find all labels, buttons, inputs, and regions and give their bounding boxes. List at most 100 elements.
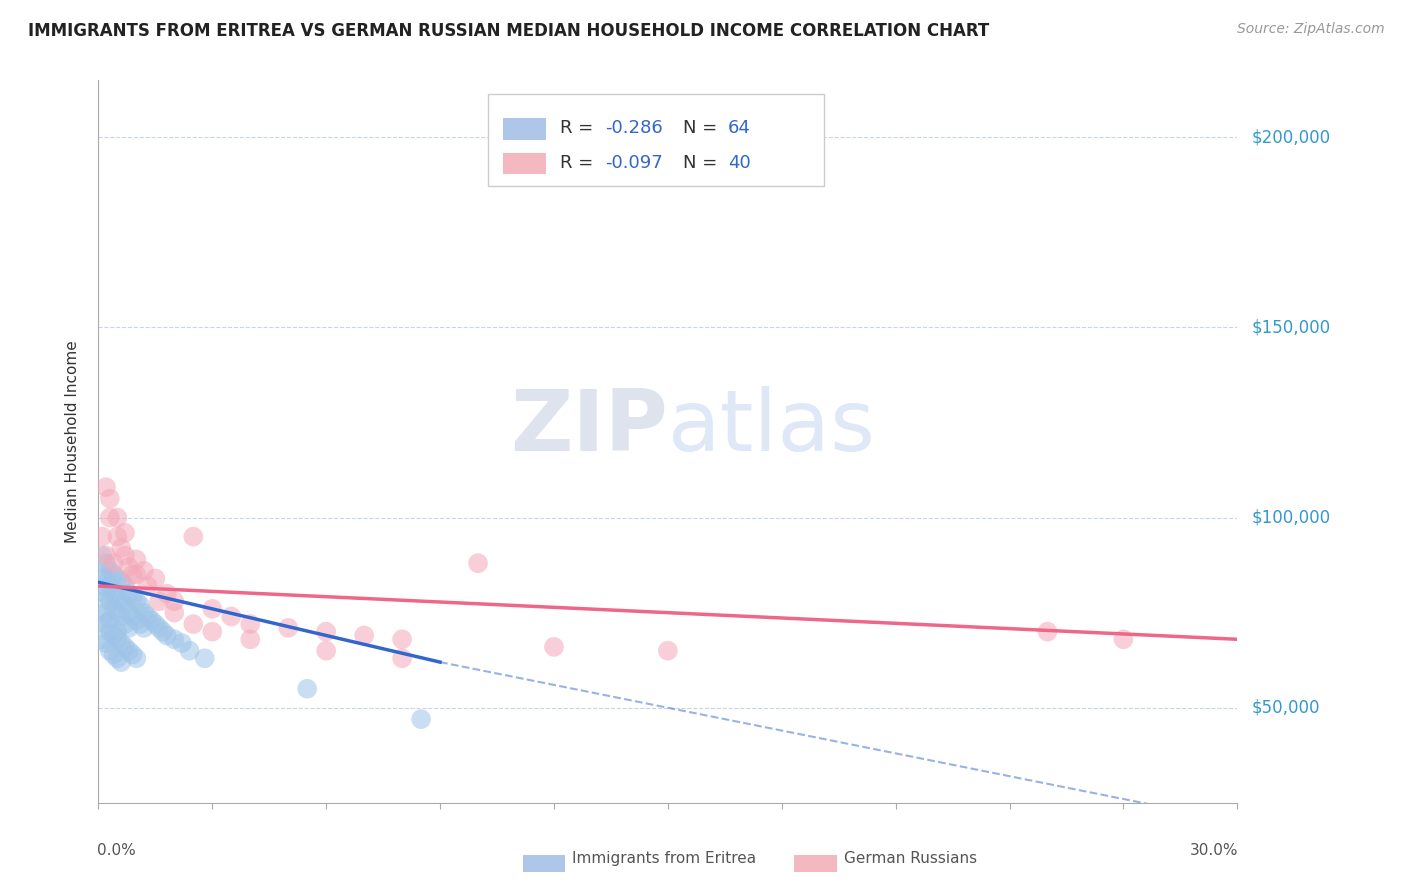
Point: [98, 564, 121, 578]
Point: [103, 648, 125, 662]
Point: [391, 632, 413, 647]
Point: [170, 636, 193, 650]
Point: [98, 579, 121, 593]
Point: [91, 567, 114, 582]
Point: [239, 617, 262, 632]
Point: [114, 617, 136, 632]
Point: [152, 624, 174, 639]
Point: [91, 549, 114, 563]
Point: [94, 636, 117, 650]
Point: [98, 643, 121, 657]
Point: [156, 587, 179, 601]
Point: [107, 591, 129, 605]
Point: [94, 556, 117, 570]
Point: [353, 628, 375, 642]
Point: [107, 510, 129, 524]
Y-axis label: Median Household Income: Median Household Income: [65, 340, 80, 543]
Point: [125, 567, 148, 582]
Point: [118, 606, 141, 620]
Point: [118, 643, 141, 657]
Point: [118, 587, 141, 601]
Point: [543, 640, 565, 654]
Point: [94, 587, 117, 601]
Point: [201, 624, 224, 639]
Point: [163, 594, 186, 608]
Point: [107, 606, 129, 620]
Point: [110, 636, 132, 650]
Point: [91, 594, 114, 608]
Point: [107, 571, 129, 585]
Point: [94, 606, 117, 620]
Text: N =: N =: [683, 119, 717, 137]
Point: [163, 632, 186, 647]
Point: [121, 648, 143, 662]
Point: [411, 712, 433, 726]
Point: [114, 525, 136, 540]
Point: [194, 651, 217, 665]
Text: $150,000: $150,000: [1251, 318, 1330, 336]
Point: [183, 530, 205, 544]
Point: [391, 651, 413, 665]
Point: [148, 621, 170, 635]
Text: atlas: atlas: [668, 385, 876, 468]
Point: [98, 624, 121, 639]
Point: [91, 579, 114, 593]
Point: [148, 594, 170, 608]
Point: [125, 613, 148, 627]
Point: [136, 609, 159, 624]
Point: [125, 651, 148, 665]
Point: [1112, 632, 1135, 647]
Point: [315, 643, 337, 657]
Point: [145, 617, 167, 632]
Point: [91, 613, 114, 627]
Point: [107, 651, 129, 665]
FancyBboxPatch shape: [503, 153, 546, 174]
Point: [297, 681, 319, 696]
Point: [94, 549, 117, 563]
Text: 40: 40: [728, 154, 751, 172]
Point: [118, 560, 141, 574]
Point: [103, 567, 125, 582]
Point: [98, 510, 121, 524]
Point: [125, 594, 148, 608]
Text: German Russians: German Russians: [844, 851, 977, 865]
Point: [201, 602, 224, 616]
Text: -0.097: -0.097: [605, 154, 664, 172]
Point: [98, 594, 121, 608]
Point: [94, 480, 117, 494]
Point: [129, 598, 152, 612]
Point: [114, 579, 136, 593]
Point: [110, 609, 132, 624]
Text: $200,000: $200,000: [1251, 128, 1330, 146]
Text: 0.0%: 0.0%: [97, 843, 136, 857]
Point: [221, 609, 243, 624]
Point: [315, 624, 337, 639]
Point: [91, 530, 114, 544]
Text: $100,000: $100,000: [1251, 508, 1330, 526]
Point: [125, 552, 148, 566]
Point: [121, 591, 143, 605]
Text: $50,000: $50,000: [1251, 698, 1320, 717]
Point: [114, 640, 136, 654]
FancyBboxPatch shape: [488, 94, 824, 186]
Point: [103, 628, 125, 642]
Text: Source: ZipAtlas.com: Source: ZipAtlas.com: [1237, 22, 1385, 37]
Point: [183, 617, 205, 632]
Point: [121, 609, 143, 624]
Point: [103, 602, 125, 616]
Point: [132, 621, 155, 635]
Point: [114, 549, 136, 563]
Point: [110, 575, 132, 590]
Point: [129, 617, 152, 632]
Point: [91, 632, 114, 647]
Point: [107, 632, 129, 647]
Point: [121, 567, 143, 582]
Point: [98, 491, 121, 506]
Point: [114, 598, 136, 612]
Point: [94, 617, 117, 632]
Point: [118, 621, 141, 635]
Text: Immigrants from Eritrea: Immigrants from Eritrea: [572, 851, 756, 865]
Point: [98, 613, 121, 627]
Text: ZIP: ZIP: [510, 385, 668, 468]
Point: [132, 564, 155, 578]
